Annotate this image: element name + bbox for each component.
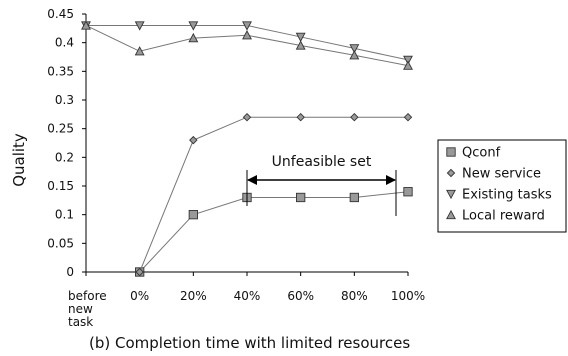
- data-point: [190, 137, 197, 144]
- data-point: [351, 114, 358, 121]
- y-tick-label: 0.2: [55, 150, 74, 164]
- y-tick-label: 0.25: [47, 122, 74, 136]
- series-qconf: [135, 188, 412, 277]
- legend-item: New service: [447, 167, 541, 182]
- x-tick-label: new: [68, 302, 93, 316]
- figure-caption: (b) Completion time with limited resourc…: [89, 334, 410, 352]
- legend-label: Qconf: [462, 146, 501, 161]
- legend: Qconf New service Existing tasks Local rewa…: [438, 140, 566, 232]
- annotation-text: Unfeasible set: [272, 154, 372, 170]
- data-point: [404, 188, 412, 196]
- legend-marker: [447, 148, 455, 156]
- x-tick-label: 20%: [180, 289, 207, 303]
- y-tick-label: 0.35: [47, 64, 74, 78]
- y-tick-label: 0.4: [55, 36, 74, 50]
- data-point: [297, 114, 304, 121]
- unfeasible-set-annotation: Unfeasible set: [247, 154, 396, 216]
- y-tick-label: 0.05: [47, 236, 74, 250]
- series-line: [140, 117, 408, 272]
- x-tick-label: 100%: [391, 289, 425, 303]
- data-point: [296, 193, 304, 201]
- series-group: [82, 21, 412, 276]
- y-tick-label: 0.45: [47, 7, 74, 21]
- series-line: [140, 192, 408, 272]
- legend-label: Local reward: [462, 209, 545, 224]
- legend-item: Existing tasks: [447, 188, 552, 203]
- y-tick-label: 0.15: [47, 179, 74, 193]
- data-point: [243, 114, 250, 121]
- legend-item: Local reward: [447, 209, 545, 224]
- x-tick-label: task: [68, 315, 93, 329]
- y-tick-label: 0: [66, 265, 74, 279]
- data-point: [350, 193, 358, 201]
- y-tick-label: 0.3: [55, 93, 74, 107]
- legend-label: Existing tasks: [462, 188, 552, 203]
- series-existing-tasks: [82, 22, 412, 64]
- series-new-service: [136, 114, 412, 276]
- x-tick-label: 40%: [234, 289, 261, 303]
- data-point: [189, 210, 197, 218]
- x-tick-label: 0%: [130, 289, 149, 303]
- y-tick-label: 0.1: [55, 208, 74, 222]
- legend-label: New service: [462, 167, 541, 182]
- x-tick-label: before: [68, 289, 107, 303]
- x-tick-label: 80%: [341, 289, 368, 303]
- y-axis-title: Quality: [10, 133, 28, 187]
- x-tick-label: 60%: [287, 289, 314, 303]
- data-point: [404, 114, 411, 121]
